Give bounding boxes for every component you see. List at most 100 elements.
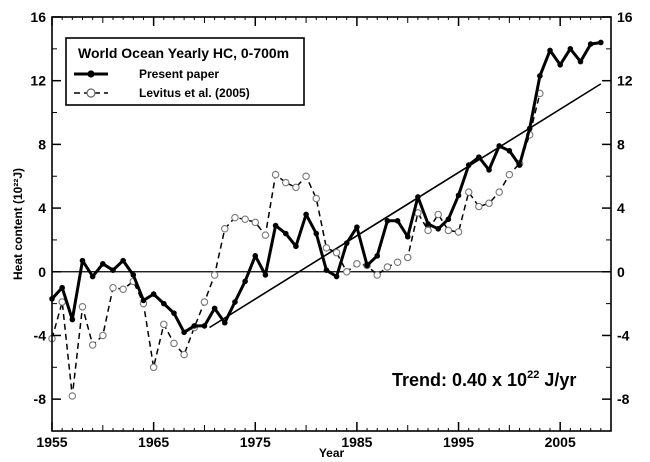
data-point-levitus <box>241 215 249 223</box>
data-point-levitus <box>403 253 412 262</box>
trend-prefix: Trend: 0.40 x 10 <box>392 370 527 390</box>
legend-title: World Ocean Yearly HC, 0-700m <box>78 45 289 61</box>
data-point-levitus <box>302 172 310 180</box>
legend-box <box>65 37 305 106</box>
data-point-levitus <box>322 244 331 252</box>
data-point-levitus <box>353 260 361 268</box>
data-point-present <box>374 253 381 259</box>
data-point-present <box>364 262 370 269</box>
data-point-present <box>476 154 482 160</box>
data-point-present <box>526 125 533 132</box>
data-point-levitus <box>58 298 66 306</box>
data-point-levitus <box>119 285 127 294</box>
data-point-levitus <box>109 283 117 292</box>
data-point-levitus <box>261 231 270 239</box>
y-axis-label: Heat content (10²²J) <box>11 168 25 280</box>
data-point-present <box>455 192 462 199</box>
data-point-present <box>313 230 320 237</box>
data-point-present <box>130 272 137 278</box>
data-point-present <box>232 299 238 305</box>
data-point-levitus <box>505 170 514 179</box>
data-point-present <box>323 267 330 273</box>
y-tick-label-right: 16 <box>617 9 633 25</box>
legend-marker-present <box>87 70 95 78</box>
data-point-present <box>587 41 594 47</box>
data-point-present <box>384 218 391 224</box>
data-point-present <box>171 310 177 316</box>
data-point-levitus <box>475 202 483 211</box>
y-tick-label-left: -4 <box>34 327 47 343</box>
data-point-present <box>394 218 401 224</box>
y-tick-label-right: 12 <box>617 73 633 89</box>
data-point-levitus <box>78 303 87 311</box>
x-axis-label: Year <box>319 446 345 460</box>
data-point-present <box>140 297 147 304</box>
data-point-levitus <box>170 339 178 348</box>
data-point-present <box>161 300 167 307</box>
y-tick-label-right: 4 <box>617 200 625 216</box>
data-point-levitus <box>149 363 158 372</box>
legend-entry-present: Present paper <box>139 67 219 81</box>
data-point-levitus <box>464 188 473 196</box>
series-present-paper <box>49 39 604 336</box>
data-point-present <box>415 194 421 200</box>
y-tick-label-left: 12 <box>30 73 46 89</box>
data-point-levitus <box>251 218 260 227</box>
data-point-present <box>465 162 472 168</box>
data-point-levitus <box>373 271 381 279</box>
data-point-present <box>69 316 76 323</box>
data-point-present <box>120 257 126 264</box>
data-point-present <box>191 323 198 329</box>
legend: World Ocean Yearly HC, 0-700m Present pa… <box>65 37 305 106</box>
y-tick-label-left: 4 <box>38 200 46 216</box>
data-point-present <box>150 291 157 297</box>
data-point-present <box>537 73 543 79</box>
data-point-levitus <box>383 263 392 271</box>
data-point-present <box>181 329 187 336</box>
data-point-present <box>354 224 360 230</box>
y-tick-label-right: 8 <box>617 136 625 152</box>
data-point-levitus <box>393 258 402 266</box>
data-point-present <box>110 267 116 273</box>
data-point-present <box>435 225 442 232</box>
data-point-levitus <box>221 225 229 233</box>
data-point-present <box>486 167 492 173</box>
data-point-levitus <box>68 392 77 400</box>
legend-marker-levitus <box>86 88 96 98</box>
data-point-levitus <box>434 210 442 219</box>
y-tick-label-left: 16 <box>30 9 46 25</box>
data-point-levitus <box>485 199 493 208</box>
data-point-present <box>221 319 228 326</box>
data-point-levitus <box>342 268 351 276</box>
plot-frame <box>51 16 612 432</box>
data-point-present <box>577 58 584 65</box>
data-point-levitus <box>454 228 463 236</box>
data-point-levitus <box>210 271 219 279</box>
data-point-present <box>516 162 523 168</box>
x-tick-label: 1985 <box>341 434 372 450</box>
axis-ticks: 1955 1965 1975 1985 1995 2005 -8 -8 -4 -4 0 0 4 4 8 8 12… <box>30 9 632 450</box>
trend-line <box>209 83 602 329</box>
y-tick-label-right: -4 <box>617 327 630 343</box>
data-point-present <box>496 143 503 149</box>
y-tick-label-right: 0 <box>617 264 625 280</box>
data-point-present <box>242 278 248 285</box>
data-point-present <box>343 240 350 246</box>
data-point-present <box>89 273 96 280</box>
data-point-present <box>333 273 340 280</box>
legend-entry-levitus: Levitus et al. (2005) <box>139 86 250 100</box>
data-point-present <box>272 222 279 229</box>
data-point-present <box>211 305 218 312</box>
x-tick-label: 1975 <box>240 434 271 450</box>
x-tick-label: 2005 <box>545 434 576 450</box>
data-point-present <box>557 61 563 68</box>
data-point-present <box>59 284 65 291</box>
data-point-levitus <box>332 248 341 257</box>
trend-exponent: 22 <box>527 369 539 381</box>
data-point-present <box>293 243 299 250</box>
data-point-present <box>425 221 431 227</box>
data-point-levitus <box>495 188 503 196</box>
data-point-levitus <box>160 320 168 329</box>
data-point-levitus <box>312 194 321 203</box>
